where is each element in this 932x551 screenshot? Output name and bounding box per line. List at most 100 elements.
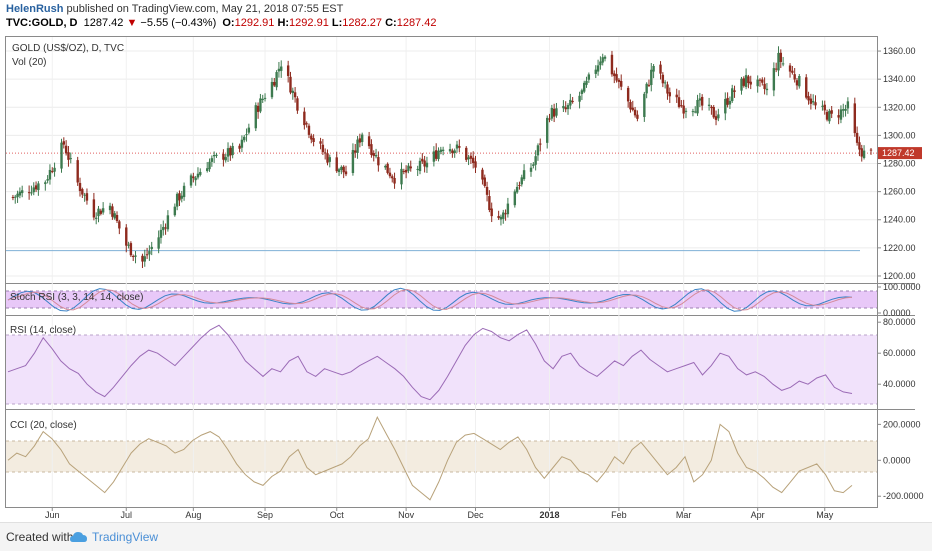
- candle-body: [862, 150, 866, 158]
- stoch-band: [6, 291, 877, 308]
- tradingview-logo-icon: [70, 532, 87, 542]
- candle-body: [763, 83, 766, 90]
- grid-lines: [6, 37, 877, 507]
- candle-body: [173, 206, 177, 216]
- candle-body: [143, 256, 146, 262]
- candle-body: [758, 79, 762, 81]
- price-tick-label: 1220.00: [883, 243, 916, 253]
- candle-body: [536, 145, 540, 156]
- candle-body: [610, 54, 614, 75]
- candle-body: [166, 215, 170, 230]
- candle-body: [64, 145, 68, 154]
- candle-body: [626, 87, 630, 102]
- candle-body: [192, 176, 195, 179]
- candle-body: [20, 190, 24, 194]
- candle-body: [16, 193, 19, 198]
- candle-body: [555, 108, 558, 116]
- open-label: O:: [222, 17, 235, 29]
- created-with-text: Created with: [6, 530, 74, 544]
- candle-body: [247, 127, 251, 133]
- candle-body: [731, 88, 734, 102]
- candle-body: [566, 105, 570, 110]
- candle-body: [85, 193, 89, 201]
- candle-body: [601, 57, 604, 63]
- candle-body: [367, 136, 371, 147]
- candle-body: [805, 77, 808, 98]
- indicator-tick-label: 0.0000: [883, 308, 911, 318]
- candle-body: [95, 217, 98, 219]
- candle-body: [226, 148, 230, 157]
- candle-body: [580, 90, 584, 94]
- candle-body: [62, 141, 66, 145]
- candle-body: [615, 74, 618, 81]
- rsi-line: [7, 324, 853, 401]
- candle-body: [319, 141, 322, 144]
- cci-line: [7, 416, 853, 501]
- candle-body: [372, 153, 375, 156]
- close-label: C:: [385, 17, 397, 29]
- last-price-label: 1287.42: [882, 148, 915, 158]
- cci-band: [6, 441, 877, 472]
- candle-body: [321, 144, 325, 153]
- price-tick-label: 1360.00: [883, 46, 916, 56]
- tradingview-brand-link[interactable]: TradingView: [92, 530, 159, 544]
- candle-body: [229, 147, 232, 156]
- candle-body: [675, 94, 678, 98]
- author-link[interactable]: HelenRush: [6, 3, 64, 15]
- candle-body: [423, 160, 426, 167]
- candle-body: [828, 110, 831, 122]
- time-tick-label: May: [816, 510, 834, 520]
- candle-body: [175, 193, 179, 207]
- low-label: L:: [331, 17, 343, 29]
- candle-body: [194, 177, 197, 181]
- candle-body: [481, 169, 484, 180]
- candle-body: [677, 97, 681, 107]
- candle-body: [647, 84, 651, 86]
- candle-body: [617, 79, 621, 82]
- candle-body: [18, 191, 22, 196]
- candle-body: [539, 143, 542, 145]
- candle-body: [182, 185, 186, 198]
- candle-body: [83, 194, 86, 196]
- candle-body: [354, 150, 357, 153]
- candle-body: [67, 152, 70, 160]
- indicator-tick-label: 40.0000: [883, 379, 916, 389]
- candle-body: [388, 172, 392, 177]
- time-tick-label: Jun: [45, 510, 60, 520]
- footer-bar: Created with TradingView: [0, 522, 932, 551]
- candle-body: [224, 157, 227, 161]
- chart-canvas[interactable]: 1200.00 1220.00 1240.00 1260.00 1280.00 1300.…: [0, 0, 932, 522]
- candle-body: [712, 107, 715, 118]
- candle-body: [48, 169, 52, 180]
- candle-body: [145, 254, 149, 256]
- change-arrow-icon: ▼: [126, 17, 138, 29]
- high-value: 1292.91: [289, 17, 329, 29]
- candle-body: [774, 68, 778, 70]
- candle-body: [781, 63, 785, 65]
- candle-body: [101, 208, 105, 213]
- candle-body: [869, 149, 873, 151]
- candle-body: [458, 146, 461, 148]
- stoch-rsi-title: Stoch RSI (3, 3, 14, 14, close): [10, 292, 143, 303]
- candle-body: [113, 213, 116, 219]
- candle-body: [206, 168, 209, 171]
- candle-body: [208, 161, 211, 170]
- candle-body: [356, 139, 359, 153]
- candle-body: [791, 70, 794, 73]
- candle-body: [629, 102, 632, 110]
- candle-body: [243, 136, 246, 141]
- price-axis: 1200.00 1220.00 1240.00 1260.00 1280.00 1300.…: [877, 46, 924, 501]
- candle-body: [811, 101, 815, 103]
- candle-body: [846, 101, 850, 109]
- candle-body: [569, 99, 572, 106]
- candle-body: [666, 84, 669, 94]
- ohlc-legend: TVC:GOLD, D 1287.42 ▼ −5.55 (−0.43%) O:1…: [6, 17, 436, 29]
- candle-body: [238, 145, 241, 149]
- candle-body: [115, 214, 119, 221]
- candle-body: [504, 213, 507, 215]
- time-axis: Jun Jul Aug Sep Oct Nov Dec 2018 Feb Mar Apr May: [45, 507, 834, 520]
- candle-body: [291, 90, 294, 94]
- candle-body: [532, 164, 535, 166]
- candle-body: [795, 80, 799, 86]
- candle-body: [855, 132, 859, 143]
